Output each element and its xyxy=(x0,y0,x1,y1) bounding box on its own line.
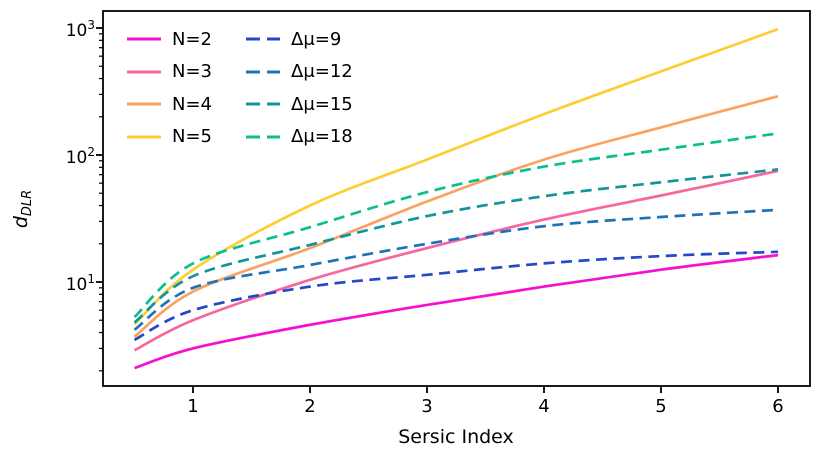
curve-n2 xyxy=(134,253,779,370)
legend-line-icon xyxy=(246,37,280,41)
y-axis-title-main: d xyxy=(10,216,33,229)
curve-n3 xyxy=(133,169,779,352)
x-tick-label-5: 5 xyxy=(655,396,667,417)
y-tick-label-10e1: 101 xyxy=(49,273,95,294)
x-tick-label-2: 2 xyxy=(304,396,316,417)
legend-line-icon xyxy=(127,37,161,41)
legend: N=2 N=3 N=4 N=5 Δμ=9 Δμ=12 Δμ=15 Δμ=18 xyxy=(127,23,353,153)
x-tick-label-1: 1 xyxy=(187,396,199,417)
y-tick-exponent: 1 xyxy=(87,272,95,286)
y-axis-title-sub: DLR xyxy=(20,189,36,217)
legend-line-icon xyxy=(127,102,161,106)
legend-item-n2: N=2 xyxy=(127,29,212,50)
legend-label: N=2 xyxy=(172,28,212,50)
curve-dmu15 xyxy=(133,168,779,324)
legend-item-dmu9: Δμ=9 xyxy=(246,29,353,50)
curve-n4 xyxy=(133,94,779,338)
legend-item-dmu18: Δμ=18 xyxy=(246,126,353,147)
legend-item-n4: N=4 xyxy=(127,94,212,115)
legend-item-n3: N=3 xyxy=(127,61,212,82)
y-tick-exponent: 3 xyxy=(87,18,95,32)
legend-line-icon xyxy=(246,135,280,139)
y-tick-label-10e3: 103 xyxy=(49,19,95,40)
legend-label: Δμ=18 xyxy=(291,126,353,148)
y-tick-exponent: 2 xyxy=(87,145,95,159)
legend-line-icon xyxy=(127,135,161,139)
legend-item-dmu15: Δμ=15 xyxy=(246,94,353,115)
curve-dmu18 xyxy=(133,132,779,318)
legend-item-n5: N=5 xyxy=(127,126,212,147)
legend-item-dmu12: Δμ=12 xyxy=(246,61,353,82)
legend-line-icon xyxy=(246,102,280,106)
x-tick-label-3: 3 xyxy=(421,396,433,417)
x-axis-title: Sersic Index xyxy=(398,426,514,448)
curve-dmu9 xyxy=(133,250,779,342)
curve-n5 xyxy=(133,27,779,326)
legend-label: N=4 xyxy=(172,93,212,115)
x-tick-label-4: 4 xyxy=(538,396,550,417)
legend-line-icon xyxy=(127,70,161,74)
legend-label: N=5 xyxy=(172,126,212,148)
legend-label: Δμ=12 xyxy=(291,61,353,83)
y-tick-base: 10 xyxy=(65,148,88,168)
y-tick-label-10e2: 102 xyxy=(49,146,95,167)
y-axis-title: dDLR xyxy=(10,189,36,229)
curve-dmu12 xyxy=(133,208,779,331)
legend-label: N=3 xyxy=(172,61,212,83)
y-tick-base: 10 xyxy=(65,21,88,41)
legend-label: Δμ=9 xyxy=(291,28,342,50)
x-tick-label-6: 6 xyxy=(772,396,784,417)
legend-line-icon xyxy=(246,70,280,74)
legend-label: Δμ=15 xyxy=(291,93,353,115)
y-tick-base: 10 xyxy=(65,275,88,295)
plot-frame xyxy=(102,10,811,387)
